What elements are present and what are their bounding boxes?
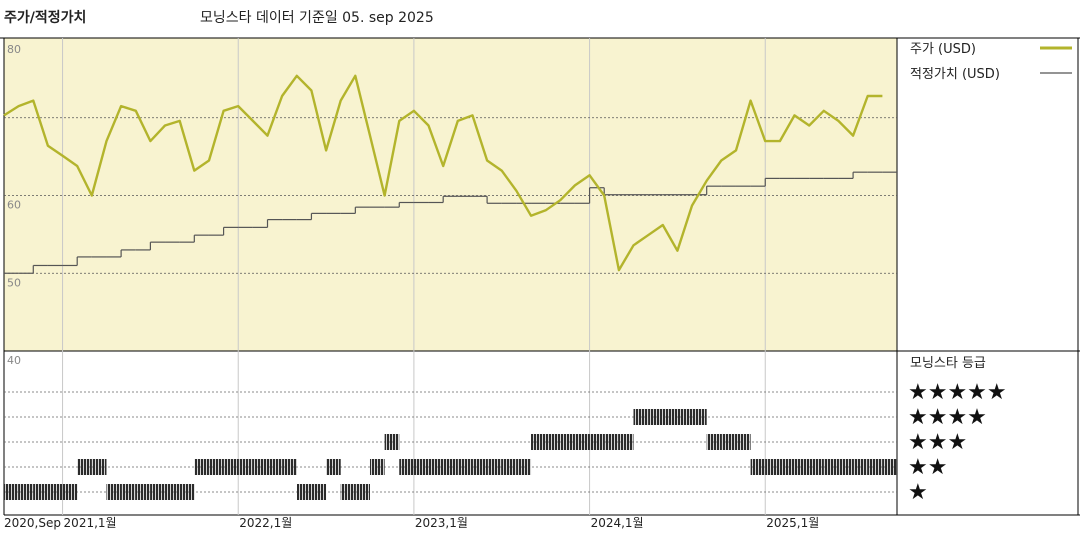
rating-legend-label: ★★ [908,455,947,480]
rating-bar [662,409,678,425]
rating-bar [853,459,868,475]
rating-bar [413,459,429,475]
rating-bar [531,434,546,450]
rating-legend-label: ★ [908,480,928,505]
rating-bar [311,484,327,500]
rating-bar [165,484,180,500]
rating-bar [282,459,297,475]
rating-bar [369,459,385,475]
rating-bar [150,484,166,500]
x-tick-label: 2020,Sep [4,516,61,530]
rating-legend-label: ★★★★★ [908,380,1007,405]
rating-bar [706,434,722,450]
rating-bar [721,434,736,450]
rating-bar [618,434,634,450]
y-tick-label: 80 [7,43,21,56]
x-tick-label: 2025,1월 [766,516,819,530]
rating-bar [135,484,151,500]
rating-bar [252,459,268,475]
legend-label: 적정가치 (USD) [910,67,1000,82]
rating-bar [47,484,63,500]
rating-bar [501,459,517,475]
price-panel [4,38,897,351]
rating-bar [838,459,854,475]
rating-bar [33,484,48,500]
x-tick-label: 2022,1월 [239,516,292,530]
chart-title: 주가/적정가치 [4,9,86,26]
rating-legend-label: ★★★ [908,430,967,455]
rating-legend-title: 모닝스타 등급 [910,356,986,371]
y-tick-label: 40 [7,354,21,367]
rating-bar [62,484,78,500]
rating-bar [765,459,780,475]
x-tick-label: 2021,1월 [64,516,117,530]
rating-bar [677,409,693,425]
rating-bar [384,434,400,450]
rating-legend-label: ★★★★ [908,405,987,430]
legend-label: 주가 (USD) [910,42,976,57]
rating-bar [121,484,136,500]
rating-bar [179,484,195,500]
rating-bar [516,459,532,475]
rating-bar [208,459,224,475]
rating-bar [4,484,19,500]
rating-bar [443,459,458,475]
rating-bar [399,459,414,475]
price-line [3,74,883,272]
rating-bar [340,484,356,500]
rating-bar [750,459,766,475]
rating-bar [545,434,561,450]
rating-bar [794,459,810,475]
rating-bar [326,459,341,475]
rating-bar [194,459,209,475]
x-tick-label: 2024,1월 [591,516,644,530]
rating-bar [574,434,590,450]
rating-bar [589,434,605,450]
rating-bar [604,434,619,450]
rating-bar [296,484,312,500]
rating-bar [809,459,824,475]
y-tick-label: 60 [7,199,21,212]
rating-bar [267,459,283,475]
rating-bar [106,484,122,500]
rating-bar [633,409,649,425]
rating-bar [882,459,897,475]
rating-bar [779,459,795,475]
rating-bar [238,459,253,475]
rating-bar [487,459,502,475]
rating-bar [648,409,663,425]
rating-bar [223,459,239,475]
rating-bar [355,484,370,500]
rating-bar [823,459,839,475]
y-tick-label: 50 [7,276,21,289]
chart-subtitle: 모닝스타 데이터 기준일 05. sep 2025 [200,10,434,26]
rating-bar [457,459,473,475]
rating-bar [18,484,34,500]
rating-bar [560,434,575,450]
rating-bar [91,459,107,475]
rating-bar [77,459,92,475]
rating-bar [472,459,488,475]
rating-bar [428,459,444,475]
x-tick-label: 2023,1월 [415,516,468,530]
rating-bar [867,459,883,475]
rating-bar [692,409,707,425]
rating-bar [735,434,751,450]
